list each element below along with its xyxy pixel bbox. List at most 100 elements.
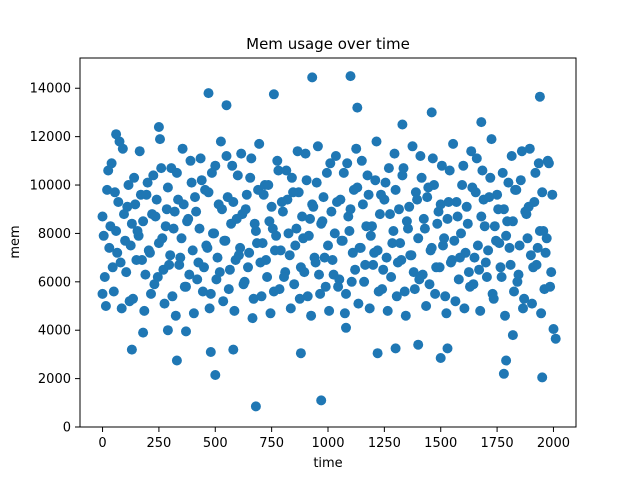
x-tick-label: 500 — [203, 436, 228, 451]
data-point — [316, 395, 327, 406]
data-point — [166, 163, 177, 174]
data-point — [272, 155, 283, 166]
data-point — [263, 180, 274, 190]
data-point — [295, 348, 306, 359]
data-point — [442, 213, 453, 224]
data-point — [329, 228, 340, 239]
data-point — [454, 252, 465, 263]
data-point — [125, 240, 136, 251]
data-point — [97, 211, 108, 222]
x-tick-label: 750 — [259, 436, 284, 451]
data-point — [299, 267, 310, 278]
data-point — [430, 288, 441, 299]
data-point — [177, 143, 188, 154]
data-point — [346, 276, 357, 287]
data-point — [469, 252, 480, 263]
data-point — [498, 368, 509, 379]
data-point — [370, 175, 381, 186]
data-point — [327, 255, 338, 265]
data-point — [476, 211, 487, 222]
data-point — [491, 235, 501, 246]
data-point — [315, 288, 326, 299]
data-point — [323, 240, 333, 251]
data-point — [206, 167, 217, 178]
data-point — [126, 344, 137, 355]
data-point — [378, 264, 389, 275]
data-point — [244, 247, 255, 258]
data-point — [359, 276, 370, 287]
data-point — [474, 264, 485, 275]
data-point — [511, 184, 522, 195]
data-point — [137, 255, 147, 265]
data-point — [486, 134, 497, 145]
data-point — [373, 286, 384, 297]
data-point — [277, 206, 288, 217]
data-point — [374, 209, 385, 220]
data-point — [534, 91, 545, 102]
data-point — [518, 303, 528, 314]
data-point — [108, 286, 119, 297]
data-point — [362, 170, 373, 181]
data-point — [501, 230, 512, 241]
data-point — [205, 288, 216, 299]
data-point — [303, 230, 314, 241]
data-point — [115, 257, 126, 268]
data-point — [529, 197, 540, 207]
data-point — [345, 71, 356, 82]
data-point — [394, 204, 404, 215]
data-point — [477, 165, 488, 176]
data-point — [151, 194, 162, 205]
data-point — [382, 305, 393, 316]
data-point — [143, 245, 154, 256]
data-point — [489, 221, 500, 232]
data-point — [240, 204, 251, 215]
data-point — [148, 170, 159, 181]
x-tick-label: 250 — [146, 436, 171, 451]
data-point — [352, 102, 363, 113]
data-point — [339, 308, 350, 319]
data-point — [290, 240, 301, 251]
data-point — [317, 216, 328, 227]
data-point — [372, 348, 383, 359]
data-point — [519, 293, 530, 304]
x-tick-label: 1750 — [481, 436, 514, 451]
data-point — [412, 194, 423, 205]
data-point — [415, 151, 426, 161]
data-point — [444, 165, 455, 176]
data-point — [221, 151, 232, 161]
data-point — [159, 298, 170, 309]
data-point — [409, 284, 420, 295]
data-point — [196, 175, 207, 186]
data-point — [436, 160, 447, 171]
data-point — [191, 206, 202, 217]
data-point — [525, 250, 536, 261]
data-point — [442, 343, 453, 354]
data-point — [360, 259, 371, 270]
data-point — [531, 259, 542, 270]
data-point — [419, 223, 430, 234]
y-axis: 0 2000 4000 6000 8000 10000 12000 14000 — [30, 82, 80, 436]
data-point — [138, 327, 149, 338]
data-point — [285, 303, 296, 314]
data-point — [507, 330, 518, 341]
data-point — [320, 281, 331, 292]
data-point — [463, 267, 474, 278]
data-point — [344, 226, 355, 236]
data-point — [330, 151, 341, 161]
y-tick-label: 12000 — [30, 130, 71, 145]
data-point — [459, 303, 470, 314]
data-point — [205, 347, 216, 357]
data-point — [176, 233, 187, 244]
data-point — [471, 153, 482, 164]
data-point — [506, 151, 517, 161]
data-point — [483, 245, 494, 256]
data-point — [289, 279, 300, 290]
data-point — [300, 148, 311, 159]
data-point — [121, 267, 132, 278]
data-point — [292, 146, 303, 157]
data-point — [515, 175, 526, 186]
data-point — [427, 153, 438, 164]
data-point — [258, 189, 269, 200]
data-point — [102, 184, 113, 195]
data-point — [130, 199, 141, 210]
